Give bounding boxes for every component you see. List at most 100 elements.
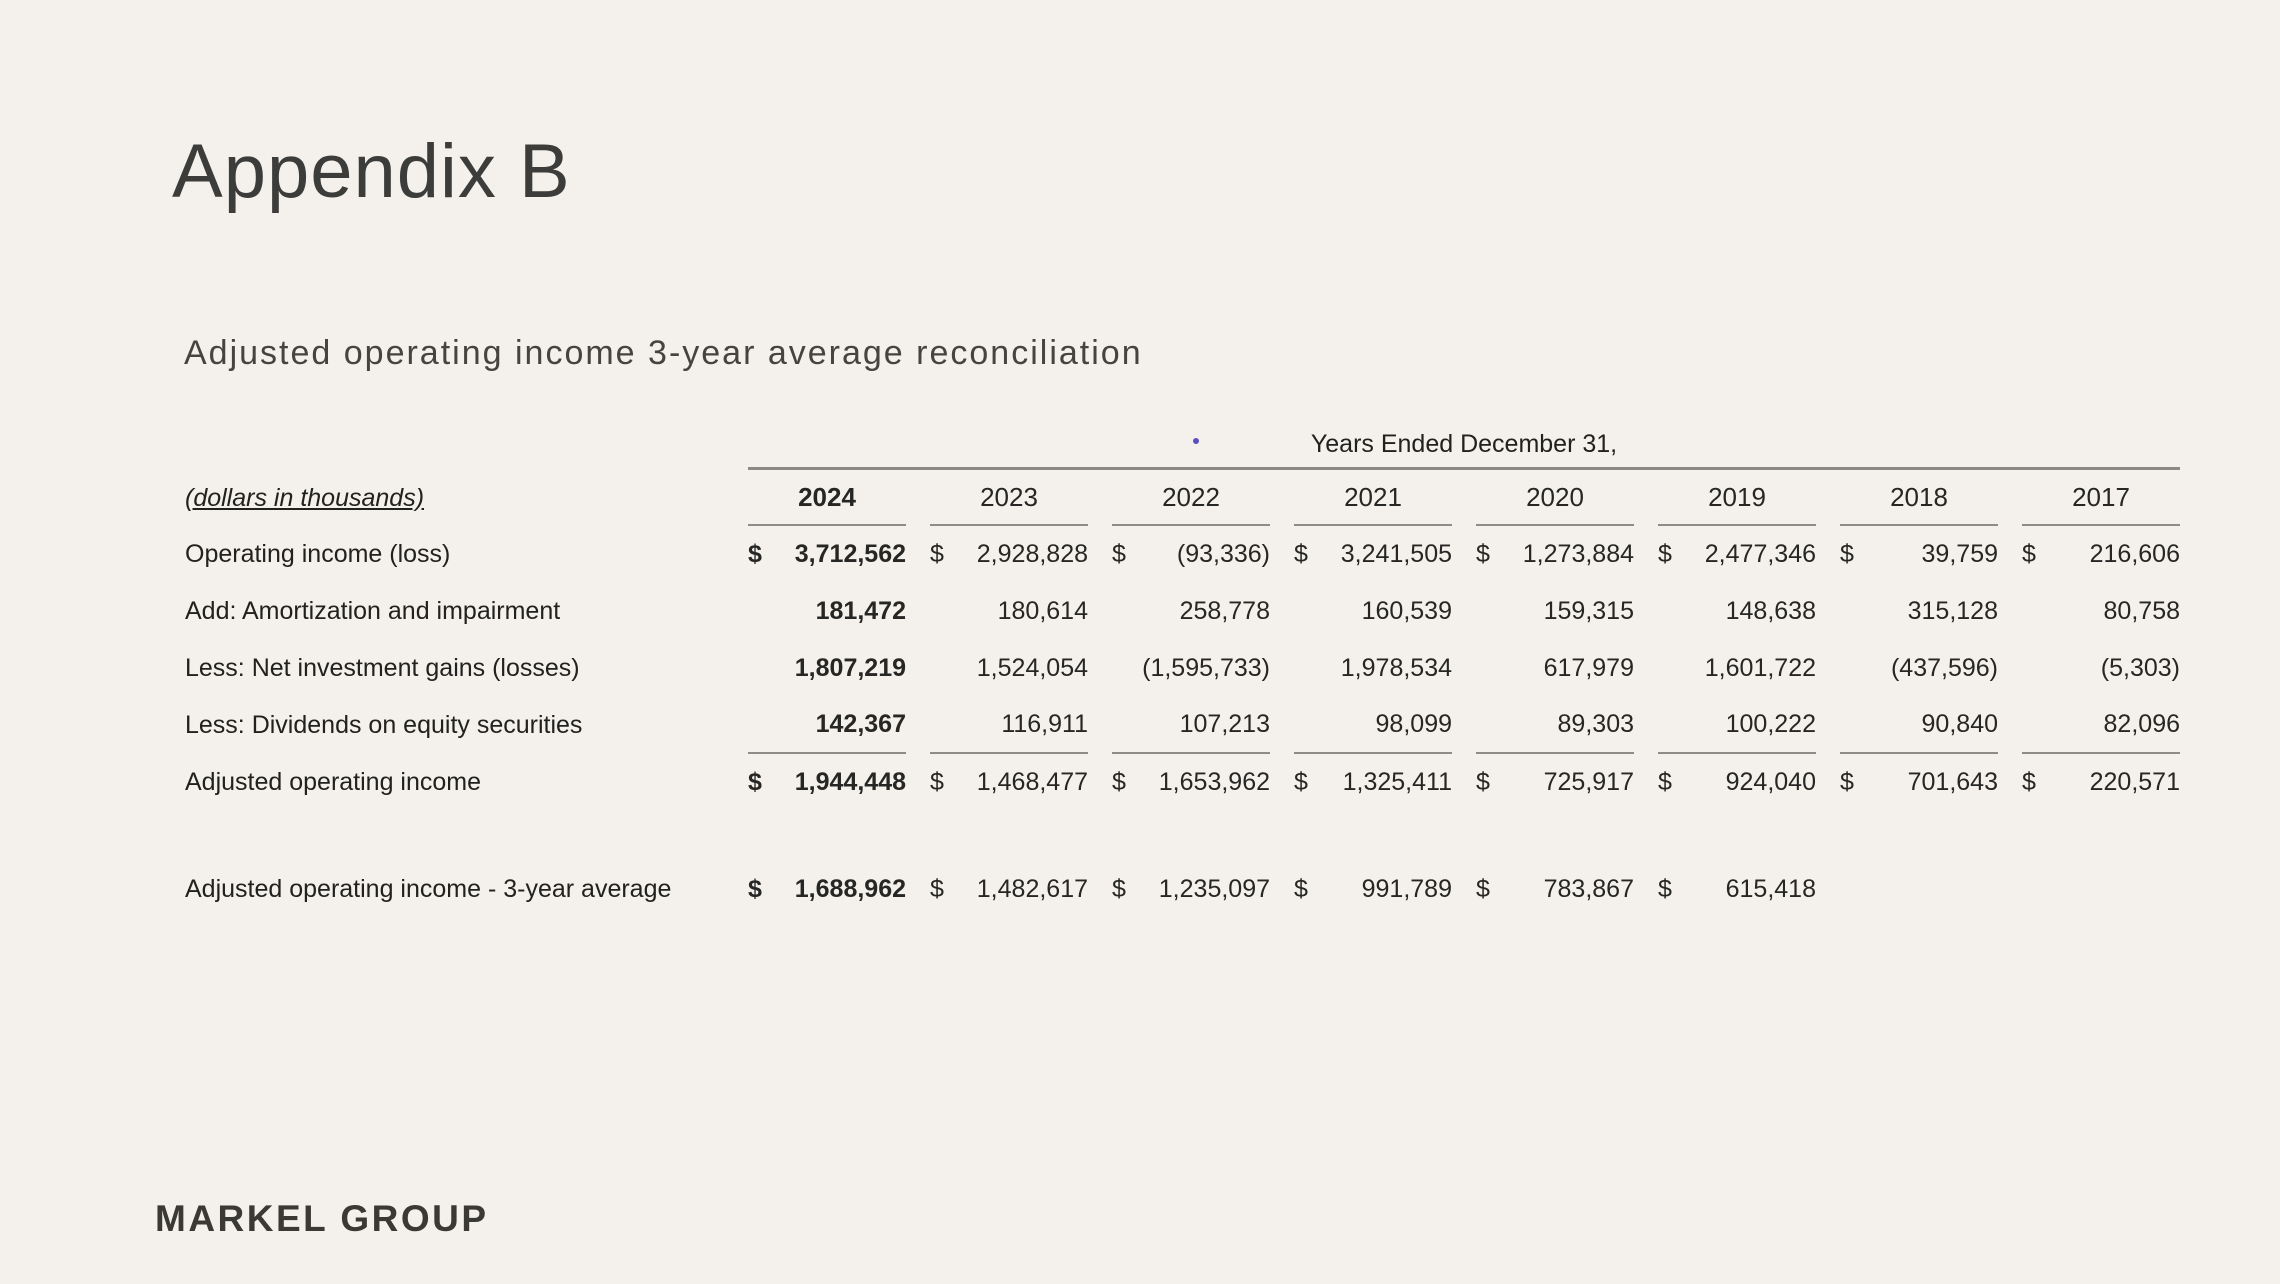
cell-value: 107,213 (1179, 710, 1270, 738)
table-cell: 116,911 (930, 697, 1088, 754)
currency-symbol: $ (2022, 768, 2036, 796)
currency-symbol: $ (1476, 875, 1490, 903)
currency-symbol: $ (1658, 540, 1672, 568)
year-header-2022: 2022 (1112, 470, 1270, 526)
table-cell: $1,944,448 (748, 754, 906, 811)
table-cell: 89,303 (1476, 697, 1634, 754)
year-header-2024: 2024 (748, 470, 906, 526)
cell-value: 315,128 (1907, 597, 1998, 625)
row-label: Add: Amortization and impairment (185, 597, 561, 625)
currency-symbol: $ (1658, 875, 1672, 903)
empty-cell (1840, 861, 1998, 918)
table-cell: $1,325,411 (1294, 754, 1452, 811)
empty-cell (185, 418, 724, 470)
table-cell: 98,099 (1294, 697, 1452, 754)
currency-symbol: $ (2022, 540, 2036, 568)
year-header-2018: 2018 (1840, 470, 1998, 526)
currency-symbol: $ (930, 540, 944, 568)
table-cell: $3,712,562 (748, 526, 906, 583)
currency-symbol: $ (930, 875, 944, 903)
table-cell: $1,235,097 (1112, 861, 1270, 918)
table-row-adjusted-operating-income: Adjusted operating income $1,944,448 $1,… (185, 754, 2180, 811)
table-cell: 80,758 (2022, 583, 2180, 640)
reconciliation-table: Years Ended December 31, (dollars in tho… (161, 418, 2204, 918)
cell-value: 216,606 (2089, 540, 2180, 568)
table-cell: 1,807,219 (748, 640, 906, 697)
currency-symbol: $ (930, 768, 944, 796)
cell-value: 1,807,219 (794, 654, 906, 682)
cell-value: 159,315 (1543, 597, 1634, 625)
table-cell: $220,571 (2022, 754, 2180, 811)
cell-value: 617,979 (1543, 654, 1634, 682)
table-cell: $3,241,505 (1294, 526, 1452, 583)
row-label: Adjusted operating income - 3-year avera… (185, 875, 672, 903)
cell-value: 90,840 (1921, 710, 1998, 738)
cell-value: 80,758 (2103, 597, 2180, 625)
cell-value: 1,325,411 (1342, 768, 1452, 796)
cell-value: 100,222 (1725, 710, 1816, 738)
cell-value: 220,571 (2089, 768, 2180, 796)
table-cell: 180,614 (930, 583, 1088, 640)
table-cell: $2,928,828 (930, 526, 1088, 583)
cell-value: 783,867 (1543, 875, 1634, 903)
table-cell: 82,096 (2022, 697, 2180, 754)
cell-value: 2,477,346 (1704, 540, 1816, 568)
table-row-amortization: Add: Amortization and impairment 181,472… (185, 583, 2180, 640)
table-cell: 107,213 (1112, 697, 1270, 754)
page-title: Appendix B (172, 129, 571, 214)
table-cell: 100,222 (1658, 697, 1816, 754)
cell-value: 1,978,534 (1340, 654, 1452, 682)
cell-value: 1,944,448 (794, 768, 906, 796)
currency-symbol: $ (1294, 540, 1308, 568)
row-label: Operating income (loss) (185, 540, 451, 568)
currency-symbol: $ (1658, 768, 1672, 796)
cell-value: (93,336) (1176, 540, 1270, 568)
cell-value: 1,524,054 (976, 654, 1088, 682)
cell-value: (437,596) (1890, 654, 1998, 682)
currency-symbol: $ (1112, 875, 1126, 903)
cell-value: 142,367 (815, 710, 906, 738)
cell-value: 725,917 (1543, 768, 1634, 796)
cell-value: 89,303 (1557, 710, 1634, 738)
cell-value: (5,303) (2100, 654, 2180, 682)
table-row-spanner: Years Ended December 31, (185, 418, 2180, 470)
currency-symbol: $ (748, 768, 762, 796)
row-label: Less: Net investment gains (losses) (185, 654, 580, 682)
table-cell: $39,759 (1840, 526, 1998, 583)
year-header-2017: 2017 (2022, 470, 2180, 526)
table-cell: $ (93,336) (1112, 526, 1270, 583)
year-header-2023: 2023 (930, 470, 1088, 526)
cell-value: 258,778 (1179, 597, 1270, 625)
table-row-3-year-average: Adjusted operating income - 3-year avera… (185, 861, 2180, 918)
table-cell: $216,606 (2022, 526, 2180, 583)
table-cell: 148,638 (1658, 583, 1816, 640)
stray-blue-dot (1193, 438, 1199, 444)
table-cell: 181,472 (748, 583, 906, 640)
table-cell: $1,688,962 (748, 861, 906, 918)
empty-cell (2022, 861, 2180, 918)
cell-value: 1,235,097 (1158, 875, 1270, 903)
currency-symbol: $ (1112, 540, 1126, 568)
table-row-operating-income: Operating income (loss) $3,712,562 $2,92… (185, 526, 2180, 583)
cell-value: 1,653,962 (1158, 768, 1270, 796)
cell-value: 3,712,562 (794, 540, 906, 568)
table-cell: $1,653,962 (1112, 754, 1270, 811)
table-cell: $2,477,346 (1658, 526, 1816, 583)
cell-value: 39,759 (1921, 540, 1998, 568)
table-cell: 315,128 (1840, 583, 1998, 640)
table-cell: 159,315 (1476, 583, 1634, 640)
table-cell: 90,840 (1840, 697, 1998, 754)
cell-value: 148,638 (1725, 597, 1816, 625)
table-cell: (1,595,733) (1112, 640, 1270, 697)
markel-group-logo: MARKEL GROUP (155, 1198, 489, 1239)
table-cell: $701,643 (1840, 754, 1998, 811)
table-cell: $783,867 (1476, 861, 1634, 918)
currency-symbol: $ (1112, 768, 1126, 796)
cell-value: 991,789 (1361, 875, 1452, 903)
cell-value: 701,643 (1907, 768, 1998, 796)
currency-symbol: $ (1840, 768, 1854, 796)
table-cell: 617,979 (1476, 640, 1634, 697)
cell-value: 180,614 (997, 597, 1088, 625)
table-cell: $991,789 (1294, 861, 1452, 918)
